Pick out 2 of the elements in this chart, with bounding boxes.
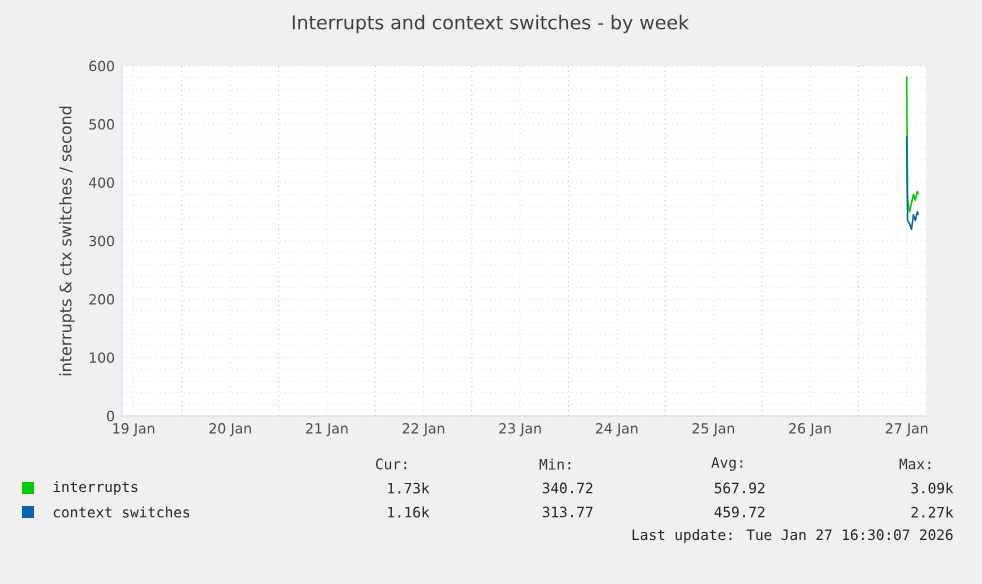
chart-title: Interrupts and context switches - by week [292,14,689,34]
line-series [905,135,920,231]
